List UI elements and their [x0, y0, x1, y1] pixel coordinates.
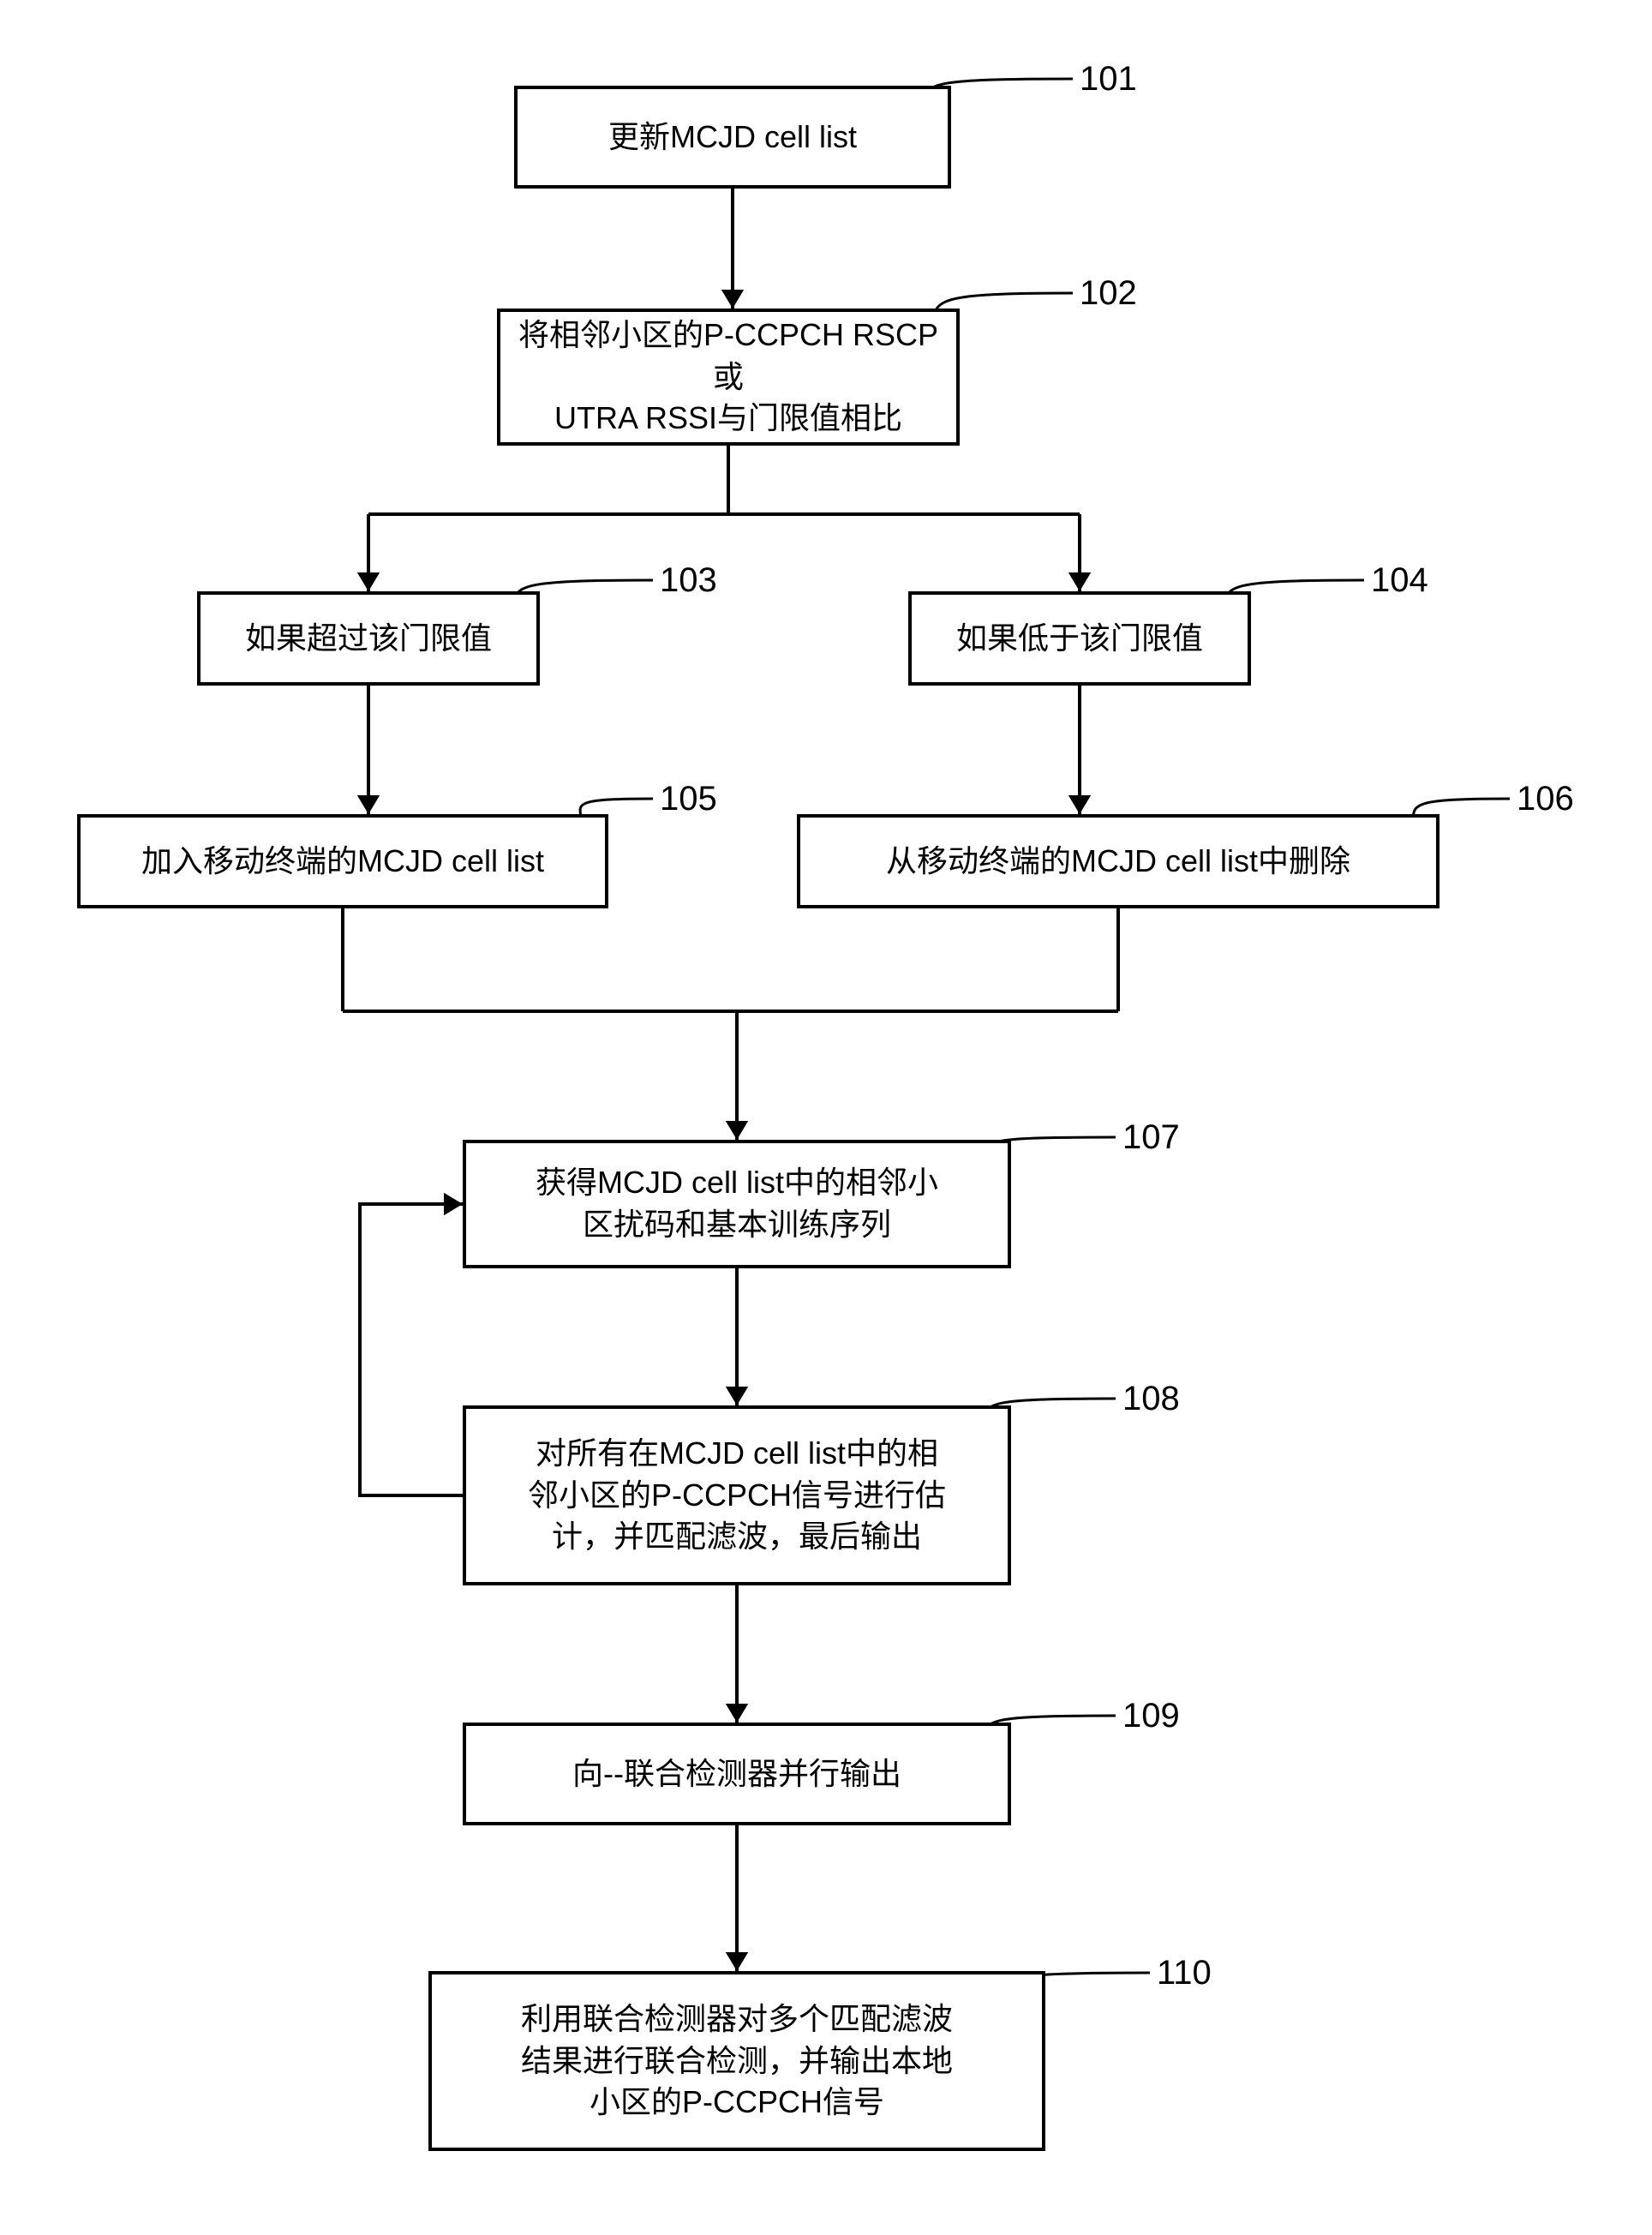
callout-label-l107: 107	[1122, 1118, 1180, 1157]
callout-label-l102: 102	[1080, 274, 1137, 313]
flow-node-n106: 从移动终端的MCJD cell list中删除	[797, 814, 1440, 908]
flow-node-n104: 如果低于该门限值	[908, 591, 1251, 686]
flow-node-n110: 利用联合检测器对多个匹配滤波 结果进行联合检测，并输出本地 小区的P-CCPCH…	[428, 1971, 1045, 2151]
flow-node-text: 加入移动终端的MCJD cell list	[141, 841, 544, 883]
flow-node-text: 获得MCJD cell list中的相邻小 区扰码和基本训练序列	[536, 1162, 938, 1245]
flow-node-text: 更新MCJD cell list	[608, 117, 857, 159]
flow-node-text: 如果超过该门限值	[245, 618, 492, 660]
callout-label-l109: 109	[1122, 1697, 1180, 1735]
flow-node-text: 将相邻小区的P-CCPCH RSCP或 UTRA RSSI与门限值相比	[511, 315, 946, 440]
callout-label-l101: 101	[1080, 60, 1137, 99]
callout-label-l105: 105	[660, 780, 717, 818]
callout-label-l110: 110	[1157, 1954, 1212, 1992]
callout-label-l106: 106	[1517, 780, 1574, 818]
callout-label-l104: 104	[1371, 561, 1428, 600]
flow-node-n101: 更新MCJD cell list	[514, 86, 951, 189]
flow-node-text: 如果低于该门限值	[956, 618, 1203, 660]
flow-node-n103: 如果超过该门限值	[197, 591, 540, 686]
flow-node-n105: 加入移动终端的MCJD cell list	[77, 814, 608, 908]
flow-node-text: 利用联合检测器对多个匹配滤波 结果进行联合检测，并输出本地 小区的P-CCPCH…	[521, 1998, 953, 2124]
callout-label-l103: 103	[660, 561, 717, 600]
flow-node-text: 对所有在MCJD cell list中的相 邻小区的P-CCPCH信号进行估 计…	[528, 1433, 946, 1558]
flow-node-n108: 对所有在MCJD cell list中的相 邻小区的P-CCPCH信号进行估 计…	[463, 1405, 1011, 1585]
flow-node-n102: 将相邻小区的P-CCPCH RSCP或 UTRA RSSI与门限值相比	[497, 309, 960, 446]
flow-node-text: 向--联合检测器并行输出	[572, 1753, 901, 1795]
flow-node-n109: 向--联合检测器并行输出	[463, 1723, 1011, 1825]
flow-node-text: 从移动终端的MCJD cell list中删除	[886, 841, 1350, 883]
callout-label-l108: 108	[1122, 1380, 1180, 1418]
flow-node-n107: 获得MCJD cell list中的相邻小 区扰码和基本训练序列	[463, 1140, 1011, 1268]
flowchart-canvas: 更新MCJD cell list 将相邻小区的P-CCPCH RSCP或 UTRA…	[0, 0, 1652, 2235]
